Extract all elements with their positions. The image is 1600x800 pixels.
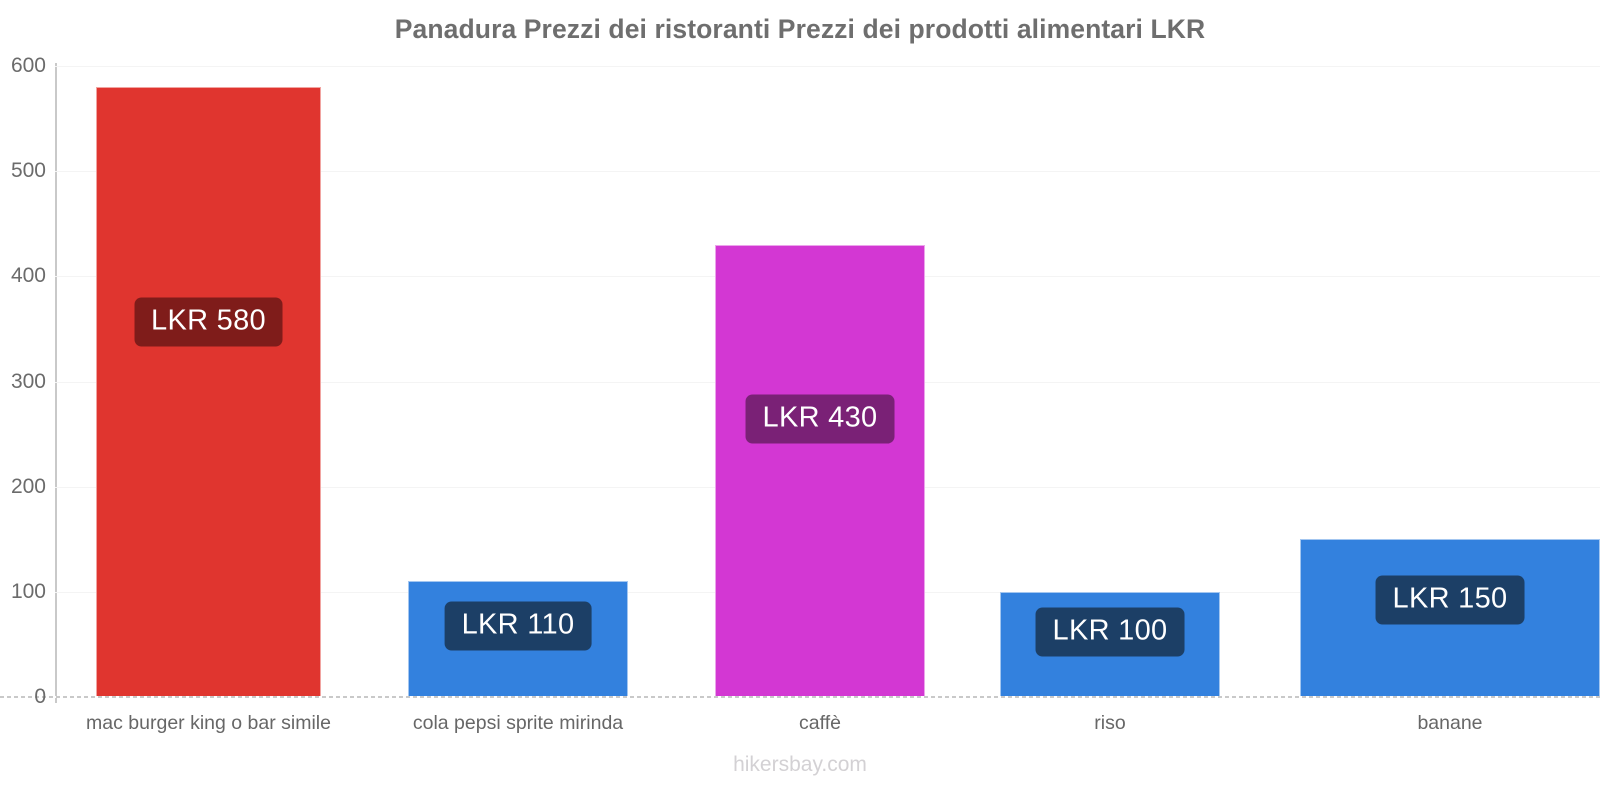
y-axis-tick-labels: 0 100 200 300 400 500 600 [0, 0, 46, 800]
bar[interactable] [96, 87, 321, 697]
plot-area [55, 66, 1600, 698]
y-axis-tick-label: 500 [10, 159, 46, 183]
y-axis-line [55, 63, 57, 703]
bar-value-label: LKR 110 [444, 601, 592, 651]
x-axis-tick-label: banane [1417, 712, 1483, 734]
x-axis-tick-label: riso [1094, 712, 1126, 734]
bar-value-label: LKR 430 [745, 394, 895, 444]
x-axis-tick-label: mac burger king o bar simile [86, 712, 331, 734]
x-axis-tick-label: cola pepsi sprite mirinda [412, 712, 624, 734]
bar-value-label: LKR 150 [1375, 575, 1525, 625]
gridline [55, 66, 1600, 67]
bar-value-label: LKR 100 [1035, 607, 1185, 657]
y-axis-tick-label: 100 [10, 579, 46, 603]
y-axis-tick-label: 200 [10, 474, 46, 498]
y-axis-tick-label: 400 [10, 264, 46, 288]
x-axis-line [0, 696, 1600, 698]
y-axis-tick-label: 600 [10, 54, 46, 77]
y-axis-tick-label: 0 [34, 685, 46, 708]
x-axis-tick-labels: mac burger king o bar simile cola pepsi s… [0, 712, 1600, 742]
bar-rect[interactable] [96, 87, 321, 697]
bar-rect[interactable] [715, 244, 925, 697]
footer-watermark: hikersbay.com [733, 753, 867, 776]
y-axis-tick-label: 300 [10, 369, 46, 393]
chart-title: Panadura Prezzi dei ristoranti Prezzi de… [394, 14, 1206, 44]
bar-value-label: LKR 580 [134, 297, 283, 347]
gridline [55, 171, 1600, 173]
bar[interactable] [715, 244, 925, 697]
x-axis-tick-label: caffè [799, 712, 841, 734]
